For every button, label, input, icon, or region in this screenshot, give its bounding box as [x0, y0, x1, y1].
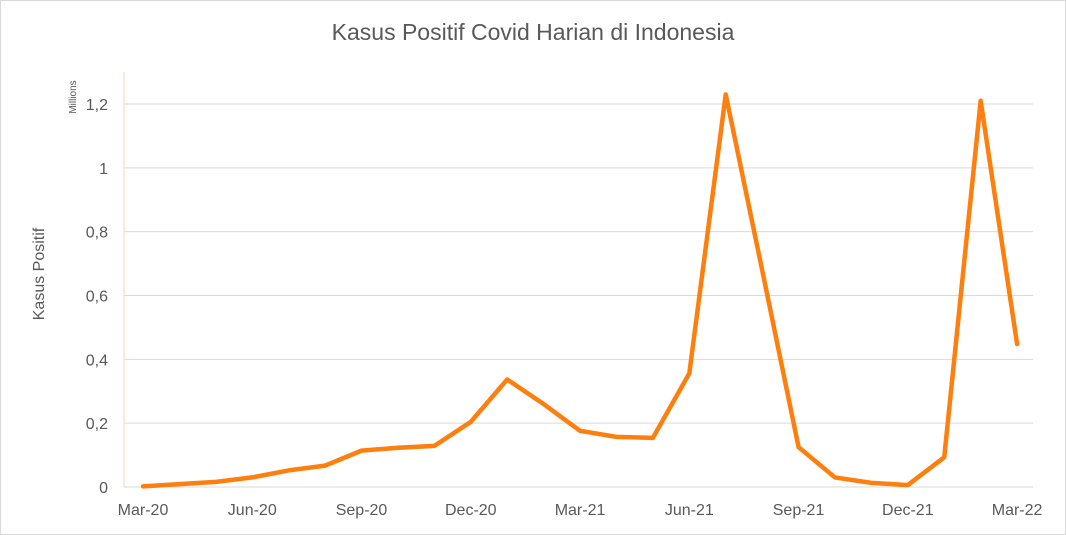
- x-tick-label: Sep-21: [773, 502, 825, 519]
- x-tick-label: Sep-20: [336, 502, 388, 519]
- axes: [123, 72, 1033, 488]
- tick-labels: 0 0,2 0,4 0,6 0,8 1 1,2 Mar-20 Jun-20 Sep-20 Dec-2…: [86, 97, 1043, 519]
- y-tick-label: 1,2: [86, 97, 108, 114]
- gridlines: [124, 103, 1033, 424]
- x-tick-label: Mar-21: [555, 502, 606, 519]
- y-tick-label: 0: [99, 480, 108, 497]
- x-tick-label: Jun-21: [665, 502, 714, 519]
- x-tick-label: Dec-21: [882, 502, 934, 519]
- x-tick-label: Dec-20: [445, 502, 497, 519]
- x-tick-label: Mar-22: [992, 502, 1043, 519]
- chart-title: Kasus Positif Covid Harian di Indonesia: [332, 19, 735, 45]
- y-axis-unit-label: Millions: [68, 80, 79, 113]
- y-tick-label: 0,2: [86, 416, 108, 433]
- x-tick-label: Mar-20: [118, 502, 169, 519]
- y-tick-label: 0,6: [86, 288, 108, 305]
- series-layer: [140, 92, 1020, 489]
- series-line: [140, 92, 1020, 489]
- y-tick-label: 0,8: [86, 225, 108, 242]
- y-tick-label: 0,4: [86, 352, 108, 369]
- x-tick-label: Jun-20: [228, 502, 277, 519]
- y-tick-label: 1: [99, 161, 108, 178]
- y-axis-title: Kasus Positif: [31, 227, 48, 320]
